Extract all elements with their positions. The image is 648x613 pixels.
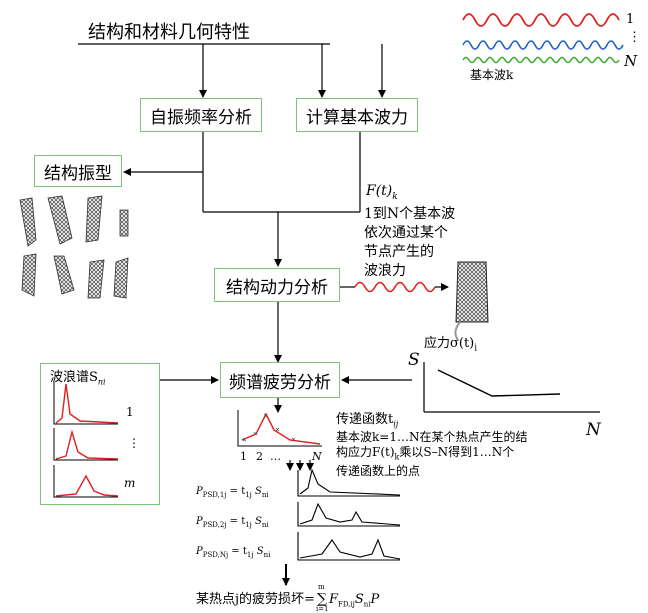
- spectrum-row-dots: ⋮: [128, 436, 140, 450]
- mode-shape-1: [19, 197, 37, 247]
- wave-spectrum-panel: [40, 363, 160, 505]
- mode-shape-box: 结构振型: [34, 155, 122, 187]
- force-wave: [354, 281, 436, 293]
- spectrum-1: [55, 383, 119, 424]
- wave-green-icon: [462, 56, 620, 64]
- fatigue-damage-formula: 某热点j的疲劳损坏= ∑ m i=1 FFD,ijSniP: [196, 583, 380, 613]
- spectrum-row-1: 1: [126, 405, 134, 419]
- page-title: 结构和材料几何特性: [88, 22, 250, 43]
- transfer-axis-N: N: [312, 450, 322, 463]
- psd-plot-1: [299, 468, 401, 496]
- fatigue-analysis-box: 频谱疲劳分析: [220, 362, 340, 398]
- jacket-structure: [455, 261, 489, 323]
- psd-equation-3: PPSD,Nj = t1j Sni: [196, 546, 271, 559]
- dynamic-analysis-box: 结构动力分析: [214, 268, 340, 302]
- transfer-title: 传递函数tij: [336, 412, 399, 429]
- mode-shape-4: [119, 209, 129, 237]
- spectrum-2: [55, 429, 119, 460]
- force-symbol: F(t)k: [366, 183, 398, 202]
- force-note-text: 1到N个基本波 依次通过某个 节点产生的 波浪力: [364, 206, 456, 279]
- transfer-axis-1: 1: [240, 450, 247, 463]
- mode-shape-3: [85, 195, 103, 243]
- sn-curve: [437, 369, 561, 397]
- psd-plot-2: [299, 502, 401, 526]
- spectrum-row-m: m: [124, 476, 136, 490]
- mode-shape-2: [47, 195, 73, 245]
- wave-blue-icon: [462, 40, 624, 50]
- wave-spectrum-label: 波浪谱Sni: [50, 370, 106, 387]
- sn-ylabel: S: [408, 350, 420, 370]
- mode-shape-8: [113, 257, 129, 299]
- psd-plot-3: [299, 538, 401, 560]
- mode-shape-5: [21, 253, 37, 297]
- wave-caption: 基本波k: [470, 68, 514, 82]
- wave-red-icon: [462, 13, 620, 27]
- spectrum-3: [55, 474, 119, 497]
- transfer-axis-2: 2: [256, 450, 263, 463]
- transfer-description: 基本波k=1…N在某个热点产生的结 构应力F(t)k乘以S–N得到1…N个 传递…: [336, 430, 528, 479]
- wave-index-dots: ⋮: [628, 30, 641, 45]
- psd-equation-2: PPSD,2j = t1j Sni: [196, 516, 269, 529]
- natural-frequency-box: 自振频率分析: [140, 98, 262, 132]
- mode-shape-6: [53, 255, 75, 295]
- sn-xlabel: N: [586, 420, 601, 440]
- stress-label: 应力σ(t)i: [424, 336, 478, 354]
- psd-equation-1: PPSD,1j = t1j Sni: [196, 486, 269, 499]
- wave-index-bottom: N: [624, 52, 638, 70]
- wave-index-top: 1: [626, 12, 635, 27]
- wave-force-box: 计算基本波力: [296, 98, 418, 132]
- mode-shape-7: [87, 259, 105, 299]
- transfer-axis-dots: …: [270, 450, 281, 463]
